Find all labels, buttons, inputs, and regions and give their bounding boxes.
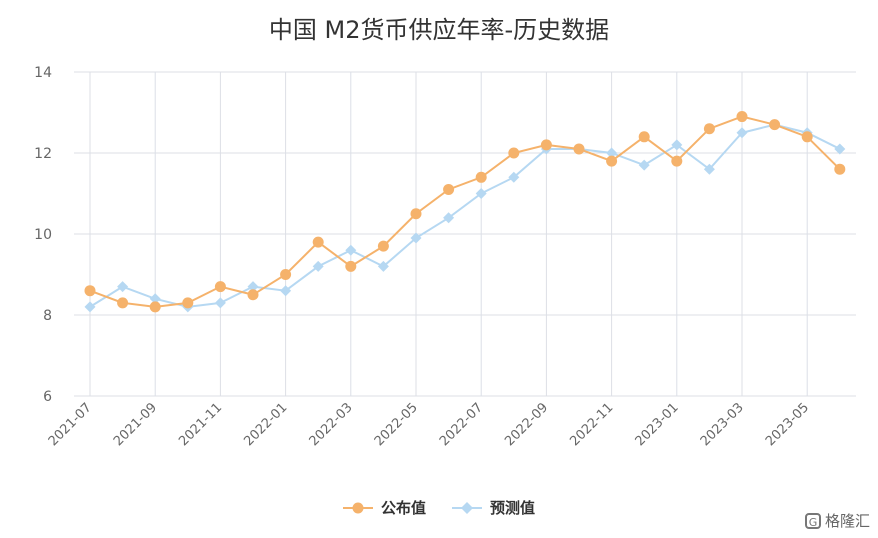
forecast-point[interactable]	[214, 297, 226, 309]
forecast-point[interactable]	[508, 171, 520, 183]
x-tick-label: 2022-03	[307, 400, 356, 449]
forecast-point[interactable]	[475, 188, 487, 199]
published-point[interactable]	[638, 131, 650, 143]
series-line-forecast	[89, 123, 841, 308]
x-tick-label: 2023-01	[633, 400, 682, 449]
y-tick-label: 12	[34, 146, 52, 162]
published-point[interactable]	[410, 208, 422, 220]
published-point[interactable]	[377, 240, 389, 252]
published-point[interactable]	[801, 131, 813, 143]
published-point[interactable]	[573, 143, 585, 155]
y-tick-label: 8	[43, 308, 52, 324]
forecast-point[interactable]	[149, 293, 161, 305]
watermark-text: 格隆汇	[824, 512, 870, 530]
legend-item-published[interactable]: 公布值	[342, 497, 426, 518]
watermark: G 格隆汇	[804, 510, 870, 531]
published-point[interactable]	[117, 297, 129, 309]
chart-title: 中国 M2货币供应年率-历史数据	[268, 16, 610, 44]
published-point[interactable]	[769, 119, 781, 131]
legend-item-forecast[interactable]: 预测值	[452, 497, 535, 518]
forecast-point[interactable]	[443, 212, 455, 224]
published-point[interactable]	[475, 171, 487, 183]
watermark-logo-icon: G	[804, 512, 821, 529]
y-axis-ticks: 14 12 10 8 6	[34, 65, 52, 405]
forecast-point[interactable]	[410, 232, 422, 244]
x-tick-label: 2022-11	[567, 400, 616, 449]
x-tick-label: 2021-09	[111, 400, 160, 449]
series-line-published	[89, 115, 841, 308]
x-tick-label: 2022-07	[437, 400, 486, 449]
x-tick-label: 2021-11	[176, 400, 225, 449]
published-point[interactable]	[703, 123, 715, 135]
forecast-point[interactable]	[606, 147, 618, 159]
published-point[interactable]	[182, 297, 194, 309]
forecast-point[interactable]	[247, 281, 259, 293]
y-tick-label: 6	[43, 389, 52, 405]
published-point[interactable]	[280, 269, 292, 280]
x-tick-label: 2022-09	[502, 400, 551, 449]
x-tick-label: 2023-03	[698, 400, 747, 449]
forecast-point[interactable]	[280, 285, 292, 297]
published-point[interactable]	[834, 163, 846, 175]
published-point[interactable]	[149, 301, 161, 313]
published-point[interactable]	[606, 155, 618, 167]
x-axis-ticks: 2021-07 2021-09 2021-11 2022-01 2022-03 2022-…	[46, 400, 812, 449]
forecast-point[interactable]	[312, 260, 324, 272]
forecast-point[interactable]	[84, 301, 96, 313]
forecast-point[interactable]	[834, 143, 846, 155]
series-group	[84, 111, 846, 313]
published-point[interactable]	[540, 139, 552, 151]
forecast-point[interactable]	[671, 139, 683, 151]
legend-label-forecast: 预测值	[490, 499, 536, 517]
published-point[interactable]	[443, 183, 455, 195]
forecast-point[interactable]	[117, 281, 129, 293]
published-point[interactable]	[345, 260, 357, 272]
published-point[interactable]	[671, 155, 683, 167]
legend-diamond-icon	[452, 501, 482, 514]
legend-circle-icon	[342, 502, 373, 513]
y-tick-label: 14	[34, 65, 52, 81]
published-point[interactable]	[84, 285, 96, 297]
forecast-point[interactable]	[703, 163, 715, 175]
forecast-point[interactable]	[377, 260, 389, 272]
forecast-point[interactable]	[345, 244, 357, 256]
published-point[interactable]	[214, 281, 226, 293]
published-point[interactable]	[247, 289, 259, 301]
y-tick-label: 10	[34, 227, 52, 243]
x-tick-label: 2021-07	[46, 400, 95, 449]
published-point[interactable]	[736, 111, 748, 123]
legend: 公布值 预测值	[0, 497, 878, 518]
legend-label-published: 公布值	[380, 499, 426, 517]
published-point[interactable]	[508, 147, 520, 159]
x-tick-label: 2022-01	[241, 400, 290, 449]
published-point[interactable]	[312, 236, 324, 248]
forecast-point[interactable]	[638, 159, 650, 171]
x-tick-label: 2023-05	[763, 400, 812, 449]
forecast-point[interactable]	[736, 127, 748, 139]
x-tick-label: 2022-05	[372, 400, 421, 449]
